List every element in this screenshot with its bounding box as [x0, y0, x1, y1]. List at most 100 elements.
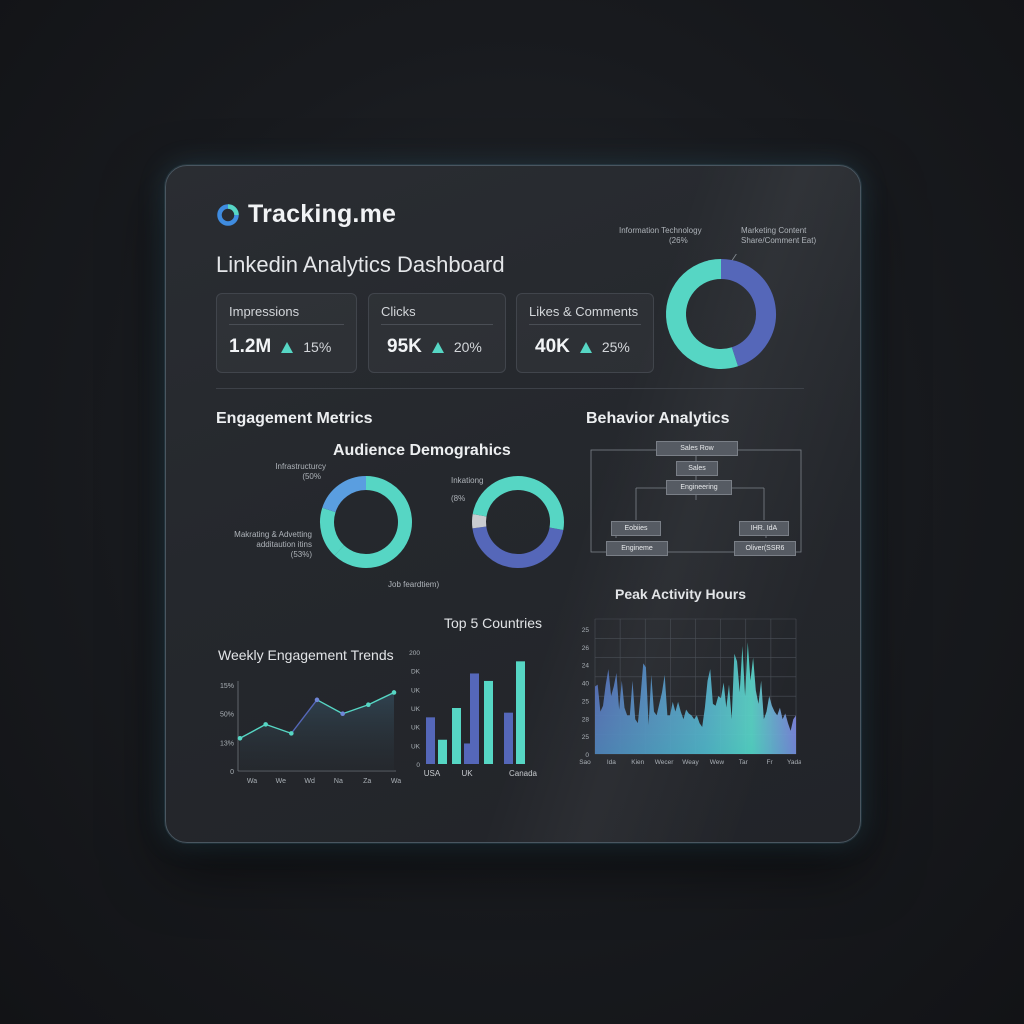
x-tick-label: Ida [607, 759, 616, 766]
peak-y-ticks: 25 26 24 40 25 28 25 0 [582, 627, 590, 759]
demographics-donut-1[interactable] [316, 472, 416, 572]
flow-node-ihr[interactable]: IHR. IdA [739, 521, 789, 536]
kpi-value: 1.2M [229, 336, 272, 357]
weekly-trends-chart[interactable]: 15% 50% 13% 0 Wa We Wd Na Za Wa [216, 671, 406, 786]
x-tick-label: Wd [304, 778, 315, 785]
kpi-label: Likes & Comments [529, 304, 639, 319]
weekly-plot [237, 681, 397, 772]
peak-area [595, 642, 796, 754]
donut-slice [720, 259, 776, 367]
y-tick-label: UK [411, 743, 421, 750]
peak-x-ticks: Sao Ida Kien Wecer Weay Wew Tar Fr Yaday [579, 759, 801, 766]
kpi-card-clicks[interactable]: Clicks 95K 20% [368, 293, 506, 373]
country-bar [516, 661, 525, 764]
donut-slices [320, 476, 412, 568]
y-tick-label: 0 [230, 769, 234, 776]
country-bar [464, 743, 473, 764]
demographics-donut-2[interactable] [468, 472, 568, 572]
country-bar [470, 673, 479, 764]
country-bar [504, 712, 513, 764]
kpi-delta: 15% [303, 339, 332, 355]
weekly-line-segment [265, 723, 292, 735]
x-tick-label: UK [461, 769, 473, 778]
weekly-point [340, 711, 345, 717]
x-tick-label: Canada [509, 769, 538, 778]
kpi-value: 40K [535, 336, 570, 357]
donut-slice [472, 526, 564, 568]
countries-x-ticks: USA UK Canada [424, 769, 538, 778]
country-bar [452, 708, 461, 764]
kpi-divider [381, 324, 493, 325]
weekly-x-ticks: Wa We Wd Na Za Wa [247, 778, 401, 785]
weekly-point [289, 731, 294, 736]
demo1-label-top: Infrastructurcy (50% [275, 462, 326, 481]
peak-activity-chart[interactable]: 25 26 24 40 25 28 25 0 Sao Ida Kien Wecer Weay Wew Ta… [571, 614, 801, 774]
demo2-label: Inkationg (8% [451, 476, 484, 503]
x-tick-label: Za [363, 778, 371, 785]
weekly-point [237, 735, 243, 741]
section-divider [216, 388, 804, 389]
y-tick-label: 26 [582, 645, 590, 652]
x-tick-label: Wa [247, 778, 257, 785]
country-bar [438, 739, 447, 764]
weekly-line-segment [342, 704, 369, 715]
trend-up-icon [281, 341, 294, 353]
donut-slice [334, 476, 412, 568]
flow-node-sales-row[interactable]: Sales Row [656, 441, 738, 456]
flow-node-oliver[interactable]: Oliver(SSR6 [734, 541, 796, 556]
kpi-card-impressions[interactable]: Impressions 1.2M 15% [216, 293, 357, 373]
section-title-demographics: Audience Demograhics [333, 442, 511, 459]
kpi-label: Clicks [381, 304, 416, 319]
x-tick-label: Sao [579, 759, 591, 766]
x-tick-label: Yaday [787, 759, 801, 766]
flow-node-eobiies[interactable]: Eobiies [611, 521, 661, 536]
kpi-delta: 25% [601, 339, 630, 355]
trend-up-icon [579, 341, 592, 353]
y-tick-label: UK [411, 687, 421, 694]
y-tick-label: 0 [585, 752, 589, 759]
top-donut-label-right: Marketing Content Share/Comment Eat) [741, 226, 817, 245]
kpi-card-likes-comments[interactable]: Likes & Comments 40K 25% [516, 293, 654, 373]
x-tick-label: We [276, 778, 286, 785]
flow-node-engineme[interactable]: Engineme [606, 541, 668, 556]
peak-area-glow [595, 642, 796, 754]
y-tick-label: 13% [220, 740, 234, 747]
x-tick-label: Weay [682, 759, 699, 766]
top-donut-chart[interactable] [661, 254, 781, 374]
y-tick-label: 200 [409, 650, 420, 657]
y-tick-label: DK [411, 669, 421, 676]
y-tick-label: UK [411, 706, 421, 713]
kpi-delta: 20% [453, 339, 482, 355]
top-countries-chart[interactable]: 200 DK UK UK UK UK 0 USA UK Canada [406, 644, 556, 779]
kpi-value: 95K [387, 336, 422, 357]
flow-node-engineering[interactable]: Engineering [666, 480, 732, 495]
section-title-engagement: Engagement Metrics [216, 410, 373, 427]
x-tick-label: Wecer [655, 759, 674, 766]
section-title-peak: Peak Activity Hours [615, 586, 746, 602]
y-tick-label: 25 [582, 627, 590, 634]
weekly-line-segment [239, 723, 267, 739]
weekly-area [240, 692, 394, 771]
kpi-label: Impressions [229, 304, 300, 319]
section-title-behavior: Behavior Analytics [586, 410, 730, 427]
brand[interactable]: Tracking.me [216, 200, 396, 229]
flow-node-sales[interactable]: Sales [676, 461, 718, 476]
leader-line [730, 254, 737, 263]
weekly-point [391, 690, 397, 695]
section-title-countries: Top 5 Countries [444, 615, 543, 631]
dashboard-panel: Tracking.me Linkedin Analytics Dashboard… [165, 165, 861, 843]
y-tick-label: UK [411, 725, 421, 732]
page-title: Linkedin Analytics Dashboard [216, 252, 505, 277]
weekly-point [263, 722, 268, 727]
weekly-y-ticks: 15% 50% 13% 0 [220, 683, 234, 776]
weekly-point [366, 702, 371, 708]
demo1-label-bottom: Job feardtiem) [388, 580, 440, 589]
countries-y-ticks: 200 DK UK UK UK UK 0 [409, 650, 421, 769]
brand-logo-icon [217, 203, 239, 226]
section-title-weekly: Weekly Engagement Trends [218, 647, 394, 663]
y-tick-label: 0 [416, 762, 420, 769]
y-tick-label: 15% [220, 683, 234, 690]
donut-slice [666, 259, 738, 369]
y-tick-label: 28 [582, 716, 590, 723]
country-bar [426, 717, 435, 764]
